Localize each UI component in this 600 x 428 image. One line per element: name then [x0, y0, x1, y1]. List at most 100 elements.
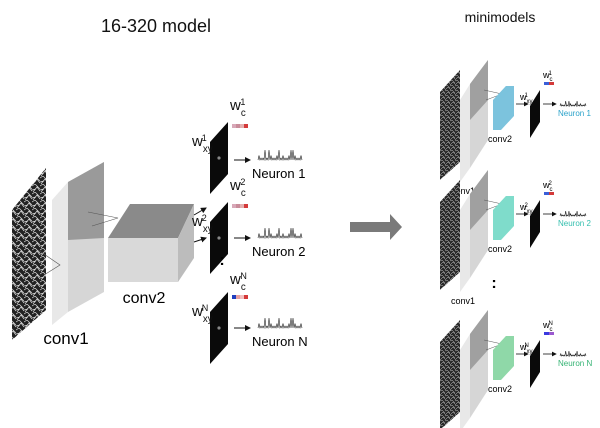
mini-wxy-sup: 1: [525, 93, 529, 99]
mini-wxy-letter: w: [519, 202, 527, 212]
neuron-label: Neuron 2: [252, 244, 305, 259]
mini-wc-sup: 2: [549, 181, 553, 187]
mini-wc-sub: c: [550, 77, 553, 83]
mini-wxy-sub: xy: [527, 209, 533, 215]
mini-conv1-label: conv1: [451, 186, 475, 196]
conv2-cube-front: [108, 238, 178, 282]
wxy-label-letter: w: [191, 133, 203, 150]
conv1-slab-side: [52, 182, 68, 325]
mini-conv2-top: [493, 336, 514, 350]
wc-label-sup: 2: [240, 177, 245, 187]
mini-channel-cell: [544, 332, 549, 335]
transform-arrow: [350, 214, 402, 240]
channel-weight-cell: [236, 204, 240, 208]
mini-wxy-label: wxy1: [519, 92, 533, 105]
mini-wxy-sup: N: [525, 343, 529, 349]
mini-wc-label: wc2: [542, 180, 553, 193]
mini-channel-cell: [549, 332, 554, 335]
wc-label-sub: c: [241, 188, 246, 199]
neuron-label: Neuron 1: [252, 166, 305, 181]
wxy-label: wxy1: [191, 133, 213, 155]
mini-input-image: [440, 180, 460, 290]
mini-conv1-top: [470, 170, 488, 230]
mini-response-trace: [559, 350, 587, 358]
mini-wc-sup: 1: [549, 71, 553, 77]
neuron-label: Neuron N: [252, 334, 308, 349]
mini-wc-sup: N: [549, 321, 553, 327]
mini-wxy-sub: xy: [527, 349, 533, 355]
wxy-label: wxyN: [191, 303, 213, 325]
left-title: 16-320 model: [101, 16, 211, 36]
wxy-label-sup: N: [202, 303, 209, 313]
map-hotspot: [217, 156, 221, 160]
minimodel-3: conv1conv2wxyNwcNNeuron N: [440, 310, 592, 428]
mini-conv2-top: [493, 86, 514, 100]
wc-label-letter: w: [229, 177, 241, 194]
mini-wxy-letter: w: [519, 92, 527, 102]
input-image: [12, 168, 46, 340]
mini-conv1-top: [470, 310, 488, 370]
wc-label: wc1: [229, 97, 246, 119]
channel-weight-cell: [240, 204, 244, 208]
conv1-slab-right: [68, 162, 104, 240]
mini-channel-cell: [549, 192, 554, 195]
wc-label-sub: c: [241, 108, 246, 119]
conv2-label: conv2: [123, 290, 166, 307]
mini-wxy-sub: xy: [527, 99, 533, 105]
mini-response-trace: [559, 210, 587, 218]
mini-wc-sub: c: [550, 327, 553, 333]
wc-label-letter: w: [229, 97, 241, 114]
wxy-label-letter: w: [191, 303, 203, 320]
mini-input-image: [440, 70, 460, 180]
mini-spatial-map: [530, 90, 540, 138]
channel-weight-cell: [240, 295, 244, 299]
channel-weight-cell: [236, 124, 240, 128]
map-hotspot: [217, 326, 221, 330]
mini-neuron-label: Neuron 1: [558, 109, 591, 118]
mini-conv1-side: [460, 194, 470, 292]
wxy-label-sup: 1: [202, 133, 207, 143]
channel-weight-cell: [240, 124, 244, 128]
channel-weight-cell: [244, 124, 248, 128]
mini-wc-label: wc1: [542, 70, 553, 83]
mini-wc-sub: c: [550, 187, 553, 193]
wxy-label-letter: w: [191, 213, 203, 230]
mini-conv2-label: conv2: [488, 244, 512, 254]
conv2-cube-side: [178, 204, 194, 282]
mini-ellipsis: :: [491, 275, 496, 292]
channel-weight-cell: [244, 204, 248, 208]
mini-response-trace: [559, 100, 587, 108]
response-trace: [257, 317, 303, 330]
mini-channel-cell: [544, 192, 549, 195]
map-hotspot: [217, 236, 221, 240]
response-trace: [257, 149, 303, 162]
wxy-label-sub: xy: [203, 314, 213, 325]
conv2-cube-top: [108, 204, 194, 238]
wc-label-sup: 1: [240, 97, 245, 107]
mini-channel-cell: [544, 82, 549, 85]
wxy-label: wxy2: [191, 213, 213, 235]
mini-conv2-label: conv2: [488, 134, 512, 144]
channel-weight-cell: [244, 295, 248, 299]
response-trace: [257, 227, 303, 240]
mini-wxy-letter: w: [519, 342, 527, 352]
left-ellipsis: :: [219, 252, 224, 269]
mini-wxy-label: wxyN: [519, 342, 533, 355]
wxy-label-sub: xy: [203, 224, 213, 235]
wc-label-sub: c: [241, 282, 246, 293]
channel-weight-cell: [236, 295, 240, 299]
mini-channel-cell: [549, 82, 554, 85]
mini-input-image: [440, 320, 460, 428]
channel-weight-cell: [232, 124, 236, 128]
mini-spatial-map: [530, 340, 540, 388]
mini-wxy-sup: 2: [525, 203, 529, 209]
mini-conv1-side: [460, 84, 470, 182]
wxy-label-sub: xy: [203, 144, 213, 155]
mini-conv1-label: conv1: [451, 296, 475, 306]
mini-conv2-top: [493, 196, 514, 210]
